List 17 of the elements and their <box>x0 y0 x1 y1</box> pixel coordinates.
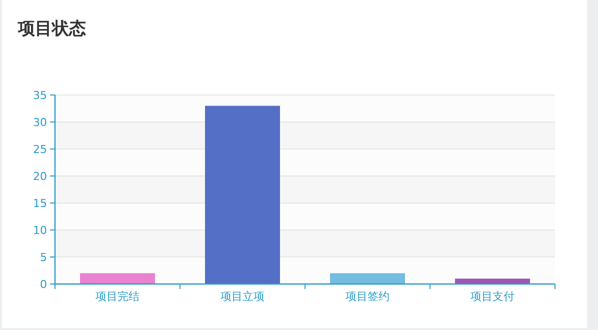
x-tick-label: 项目支付 <box>470 290 514 303</box>
y-tick-label: 25 <box>33 143 47 156</box>
x-tick-label: 项目完结 <box>96 290 140 303</box>
bar <box>80 273 155 284</box>
y-tick-label: 10 <box>33 224 47 237</box>
y-tick-label: 35 <box>33 89 47 102</box>
x-tick-label: 项目签约 <box>346 290 390 303</box>
chart-title: 项目状态 <box>17 19 86 39</box>
y-tick-label: 5 <box>40 251 47 264</box>
y-tick-label: 0 <box>40 278 47 291</box>
bar <box>330 273 405 284</box>
y-tick-label: 15 <box>33 197 47 210</box>
y-tick-label: 20 <box>33 170 47 183</box>
y-tick-label: 30 <box>33 116 47 129</box>
bar <box>455 278 530 284</box>
x-tick-label: 项目立项 <box>220 290 264 303</box>
bar <box>205 106 280 284</box>
